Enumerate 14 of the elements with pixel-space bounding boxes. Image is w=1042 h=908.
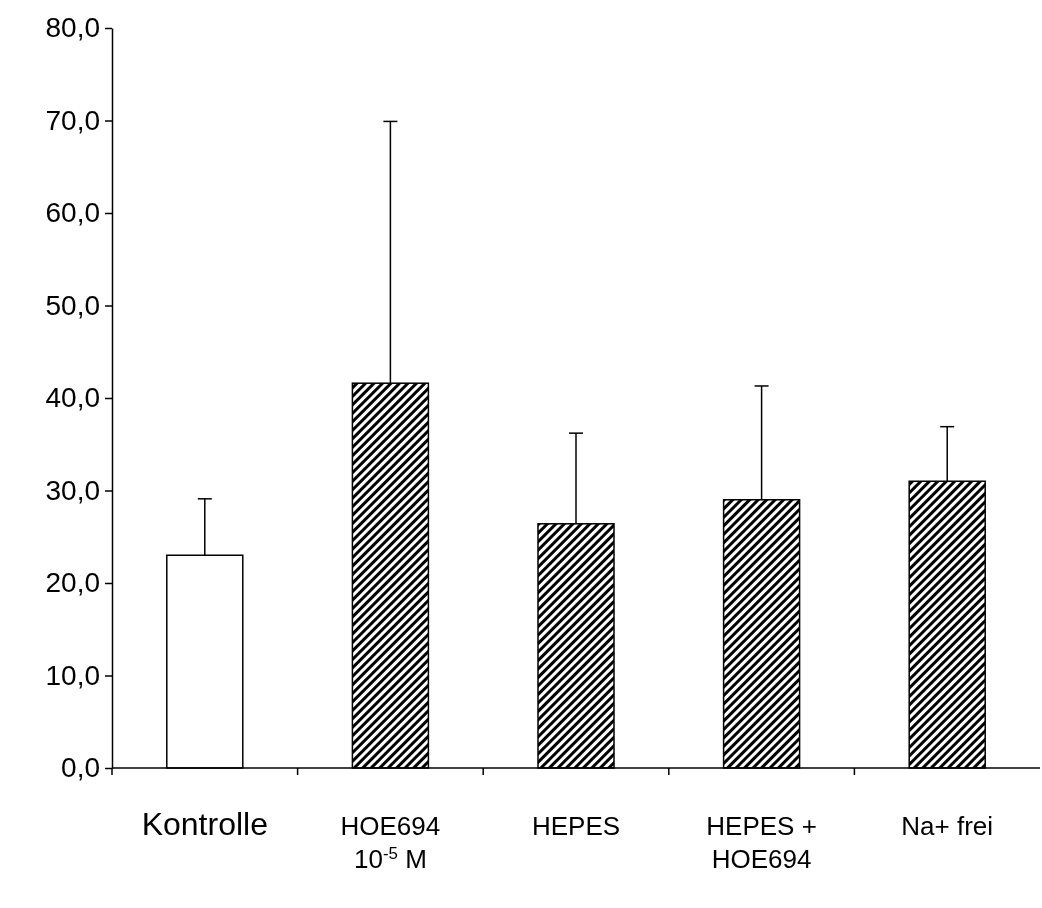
y-tick-label: 80,0 (45, 12, 100, 44)
x-tick-label: Na+ frei (901, 811, 994, 841)
y-tick-label: 70,0 (45, 104, 100, 136)
y-tick-label: 0,0 (61, 752, 100, 784)
x-tick-label: HOE694 10$^{-5}$ M (340, 811, 441, 874)
y-tick-label: 20,0 (45, 567, 100, 599)
x-tick-label: HEPES + HOE694 (706, 811, 817, 874)
x-tick-label: Kontrolle (141, 806, 268, 842)
x-tick-label: HEPES (531, 811, 621, 841)
y-tick-label: 40,0 (45, 382, 100, 414)
y-tick-label: 60,0 (45, 197, 100, 229)
y-tick-label: 50,0 (45, 289, 100, 321)
y-tick-label: 30,0 (45, 474, 100, 506)
y-tick-label: 10,0 (45, 659, 100, 691)
